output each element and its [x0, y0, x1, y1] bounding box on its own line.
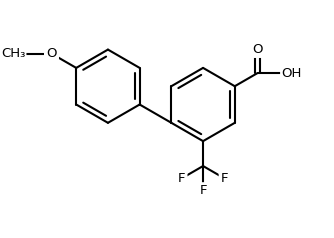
Text: OH: OH: [282, 67, 302, 79]
Text: CH₃: CH₃: [1, 47, 25, 60]
Text: O: O: [253, 43, 263, 56]
Text: F: F: [199, 184, 207, 198]
Text: F: F: [178, 172, 185, 185]
Text: O: O: [46, 47, 57, 60]
Text: F: F: [221, 172, 228, 185]
